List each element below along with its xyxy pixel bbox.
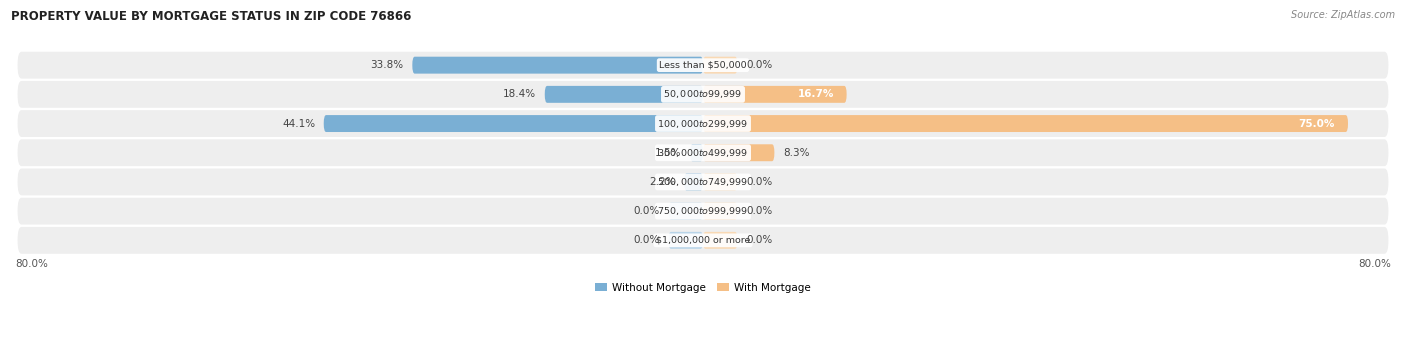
Text: PROPERTY VALUE BY MORTGAGE STATUS IN ZIP CODE 76866: PROPERTY VALUE BY MORTGAGE STATUS IN ZIP…: [11, 10, 412, 23]
Text: 0.0%: 0.0%: [747, 177, 772, 187]
FancyBboxPatch shape: [323, 115, 703, 132]
Text: 0.0%: 0.0%: [634, 235, 659, 245]
Text: 0.0%: 0.0%: [747, 60, 772, 70]
Text: 75.0%: 75.0%: [1299, 119, 1336, 129]
FancyBboxPatch shape: [703, 144, 775, 161]
Text: 0.0%: 0.0%: [747, 206, 772, 216]
Text: 16.7%: 16.7%: [797, 89, 834, 99]
Text: 80.0%: 80.0%: [1358, 259, 1391, 269]
FancyBboxPatch shape: [412, 57, 703, 74]
FancyBboxPatch shape: [18, 81, 1388, 108]
FancyBboxPatch shape: [669, 203, 703, 220]
FancyBboxPatch shape: [703, 57, 737, 74]
FancyBboxPatch shape: [18, 52, 1388, 78]
FancyBboxPatch shape: [18, 198, 1388, 225]
FancyBboxPatch shape: [18, 168, 1388, 195]
Text: 44.1%: 44.1%: [283, 119, 315, 129]
FancyBboxPatch shape: [703, 86, 846, 103]
FancyBboxPatch shape: [703, 203, 737, 220]
FancyBboxPatch shape: [690, 144, 703, 161]
Text: Less than $50,000: Less than $50,000: [659, 61, 747, 70]
Text: $100,000 to $299,999: $100,000 to $299,999: [658, 118, 748, 130]
FancyBboxPatch shape: [703, 115, 1348, 132]
Text: $750,000 to $999,999: $750,000 to $999,999: [658, 205, 748, 217]
FancyBboxPatch shape: [18, 110, 1388, 137]
Text: 2.2%: 2.2%: [650, 177, 675, 187]
FancyBboxPatch shape: [685, 174, 703, 190]
FancyBboxPatch shape: [544, 86, 703, 103]
FancyBboxPatch shape: [703, 232, 737, 249]
FancyBboxPatch shape: [18, 227, 1388, 254]
Text: 33.8%: 33.8%: [371, 60, 404, 70]
Text: $1,000,000 or more: $1,000,000 or more: [655, 236, 751, 245]
Legend: Without Mortgage, With Mortgage: Without Mortgage, With Mortgage: [591, 279, 815, 297]
FancyBboxPatch shape: [18, 139, 1388, 166]
Text: 0.0%: 0.0%: [747, 235, 772, 245]
Text: $500,000 to $749,999: $500,000 to $749,999: [658, 176, 748, 188]
Text: 1.5%: 1.5%: [655, 148, 682, 158]
Text: $50,000 to $99,999: $50,000 to $99,999: [664, 88, 742, 100]
Text: Source: ZipAtlas.com: Source: ZipAtlas.com: [1291, 10, 1395, 20]
FancyBboxPatch shape: [669, 232, 703, 249]
Text: 80.0%: 80.0%: [15, 259, 48, 269]
Text: $300,000 to $499,999: $300,000 to $499,999: [658, 147, 748, 159]
Text: 18.4%: 18.4%: [503, 89, 536, 99]
FancyBboxPatch shape: [703, 174, 737, 190]
Text: 8.3%: 8.3%: [783, 148, 810, 158]
Text: 0.0%: 0.0%: [634, 206, 659, 216]
